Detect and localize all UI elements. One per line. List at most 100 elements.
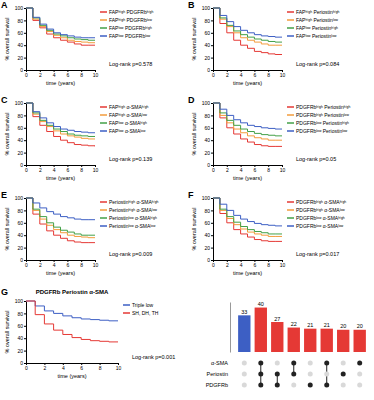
matrix: α-SMAPeriostinPDGFRb: [206, 360, 363, 388]
x-axis-title: time (years): [233, 270, 262, 276]
legend-swatch: [287, 11, 294, 13]
tick-label: 10: [93, 167, 99, 173]
survival-curve: [213, 8, 282, 45]
axis-line: [213, 104, 214, 166]
tick-label: 0: [20, 257, 23, 263]
tick: 2: [226, 70, 229, 78]
legend-swatch: [287, 130, 294, 132]
tick-label: 60: [17, 323, 23, 329]
tick-mark: [24, 20, 26, 21]
tick: 0: [25, 165, 28, 173]
tick-label: 40: [204, 42, 210, 48]
tick-label: 4: [62, 365, 65, 371]
legend-entry: FAPʰⁱᵍʰ α-SMAʰⁱᵍʰ: [109, 104, 149, 110]
tick-label: 2: [39, 167, 42, 173]
y-axis: 020406080100: [15, 5, 27, 73]
legend-swatch: [287, 35, 294, 37]
legend-swatch: [287, 106, 294, 108]
tick-label: 20: [17, 245, 23, 251]
tick: 40: [204, 232, 213, 238]
survival-curve: [26, 8, 95, 45]
tick-label: 80: [17, 311, 23, 317]
matrix-dot: [341, 361, 346, 366]
legend-swatch: [287, 19, 294, 21]
tick: 10: [93, 70, 99, 78]
tick-label: 20: [204, 55, 210, 61]
legend-entry: PDGFRbʰⁱᵍʰ α-SMAʰⁱᵍʰ: [296, 199, 346, 205]
legend-entry: PDGFRbˡᵒʷ α-SMAˡᵒʷ: [296, 223, 344, 229]
tick: 4: [53, 165, 56, 173]
data-label: 33: [241, 309, 247, 315]
axis-line: [230, 303, 231, 353]
survival-curve: [213, 103, 282, 140]
axis-line: [26, 302, 27, 364]
legend-swatch: [287, 217, 294, 219]
y-axis-title: % overall survival: [191, 18, 197, 61]
tick-label: 40: [17, 42, 23, 48]
tick-mark: [211, 235, 213, 236]
tick: 60: [204, 125, 213, 131]
set-label: Periostin: [207, 371, 228, 377]
matrix-dot: [357, 361, 362, 366]
legend-swatch: [287, 209, 294, 211]
set-label: PDGFRb: [206, 382, 228, 388]
tick-mark: [24, 140, 26, 141]
legend-entry: FAPˡᵒʷ Periostinʰⁱᵍʰ: [296, 25, 338, 31]
legend-swatch: [100, 35, 107, 37]
tick: 8: [80, 165, 83, 173]
tick-mark: [211, 128, 213, 129]
tick-mark: [24, 165, 26, 166]
survival-curve: [26, 301, 118, 342]
matrix-dot: [324, 372, 329, 377]
matrix-dot: [275, 383, 280, 388]
y-axis: 020406080100: [202, 100, 214, 168]
tick-label: 100: [202, 195, 211, 201]
tick-mark: [211, 70, 213, 71]
legend-swatch: [287, 27, 294, 29]
tick: 4: [53, 260, 56, 268]
tick: 40: [17, 232, 26, 238]
plot-area: [26, 301, 118, 342]
survival-curve: [213, 8, 282, 42]
tick: 40: [17, 335, 26, 341]
legend-entry: PDGFRbˡᵒʷ Periostinˡᵒʷ: [296, 128, 348, 134]
matrix-dot: [258, 372, 263, 377]
plot-area: [26, 8, 95, 45]
x-axis: 0246810: [25, 70, 98, 78]
legend-entry: Periostinˡᵒʷ α-SMAˡᵒʷ: [109, 223, 156, 229]
tick-label: 10: [93, 262, 99, 268]
tick-label: 8: [267, 262, 270, 268]
figure: A0246810020406080100time (years)% overal…: [0, 0, 374, 400]
tick: 0: [20, 360, 26, 366]
tick-label: 4: [53, 262, 56, 268]
legend-entry: PDGFRbʰⁱᵍʰ Periostinˡᵒʷ: [296, 112, 349, 118]
tick-label: 8: [99, 365, 102, 371]
bar: [321, 329, 333, 352]
y-axis-title: % overall survival: [4, 208, 10, 251]
plot-area: [213, 8, 282, 55]
matrix-dot: [242, 383, 247, 388]
survival-curve: [26, 103, 95, 136]
survival-curve: [26, 103, 95, 146]
tick: 60: [17, 220, 26, 226]
tick-label: 20: [204, 150, 210, 156]
axis-line: [214, 260, 283, 261]
matrix-dot: [357, 383, 362, 388]
survival-curve: [26, 103, 95, 133]
legend-swatch: [287, 225, 294, 227]
matrix-dot: [291, 372, 296, 377]
annotation: Log-rank p=0.05: [296, 156, 336, 162]
legend-entry: Triple low: [132, 302, 154, 308]
tick: 6: [67, 165, 70, 173]
tick-label: 8: [267, 72, 270, 78]
tick-label: 4: [240, 262, 243, 268]
tick-label: 0: [25, 262, 28, 268]
plot-area: [26, 198, 95, 243]
tick-label: 8: [80, 167, 83, 173]
tick-label: 6: [254, 72, 257, 78]
plot-area: [26, 103, 95, 146]
tick: 10: [280, 165, 286, 173]
tick-label: 10: [116, 365, 122, 371]
legend-entry: PDGFRbʰⁱᵍʰ Periostinʰⁱᵍʰ: [296, 104, 350, 110]
tick: 0: [212, 70, 215, 78]
